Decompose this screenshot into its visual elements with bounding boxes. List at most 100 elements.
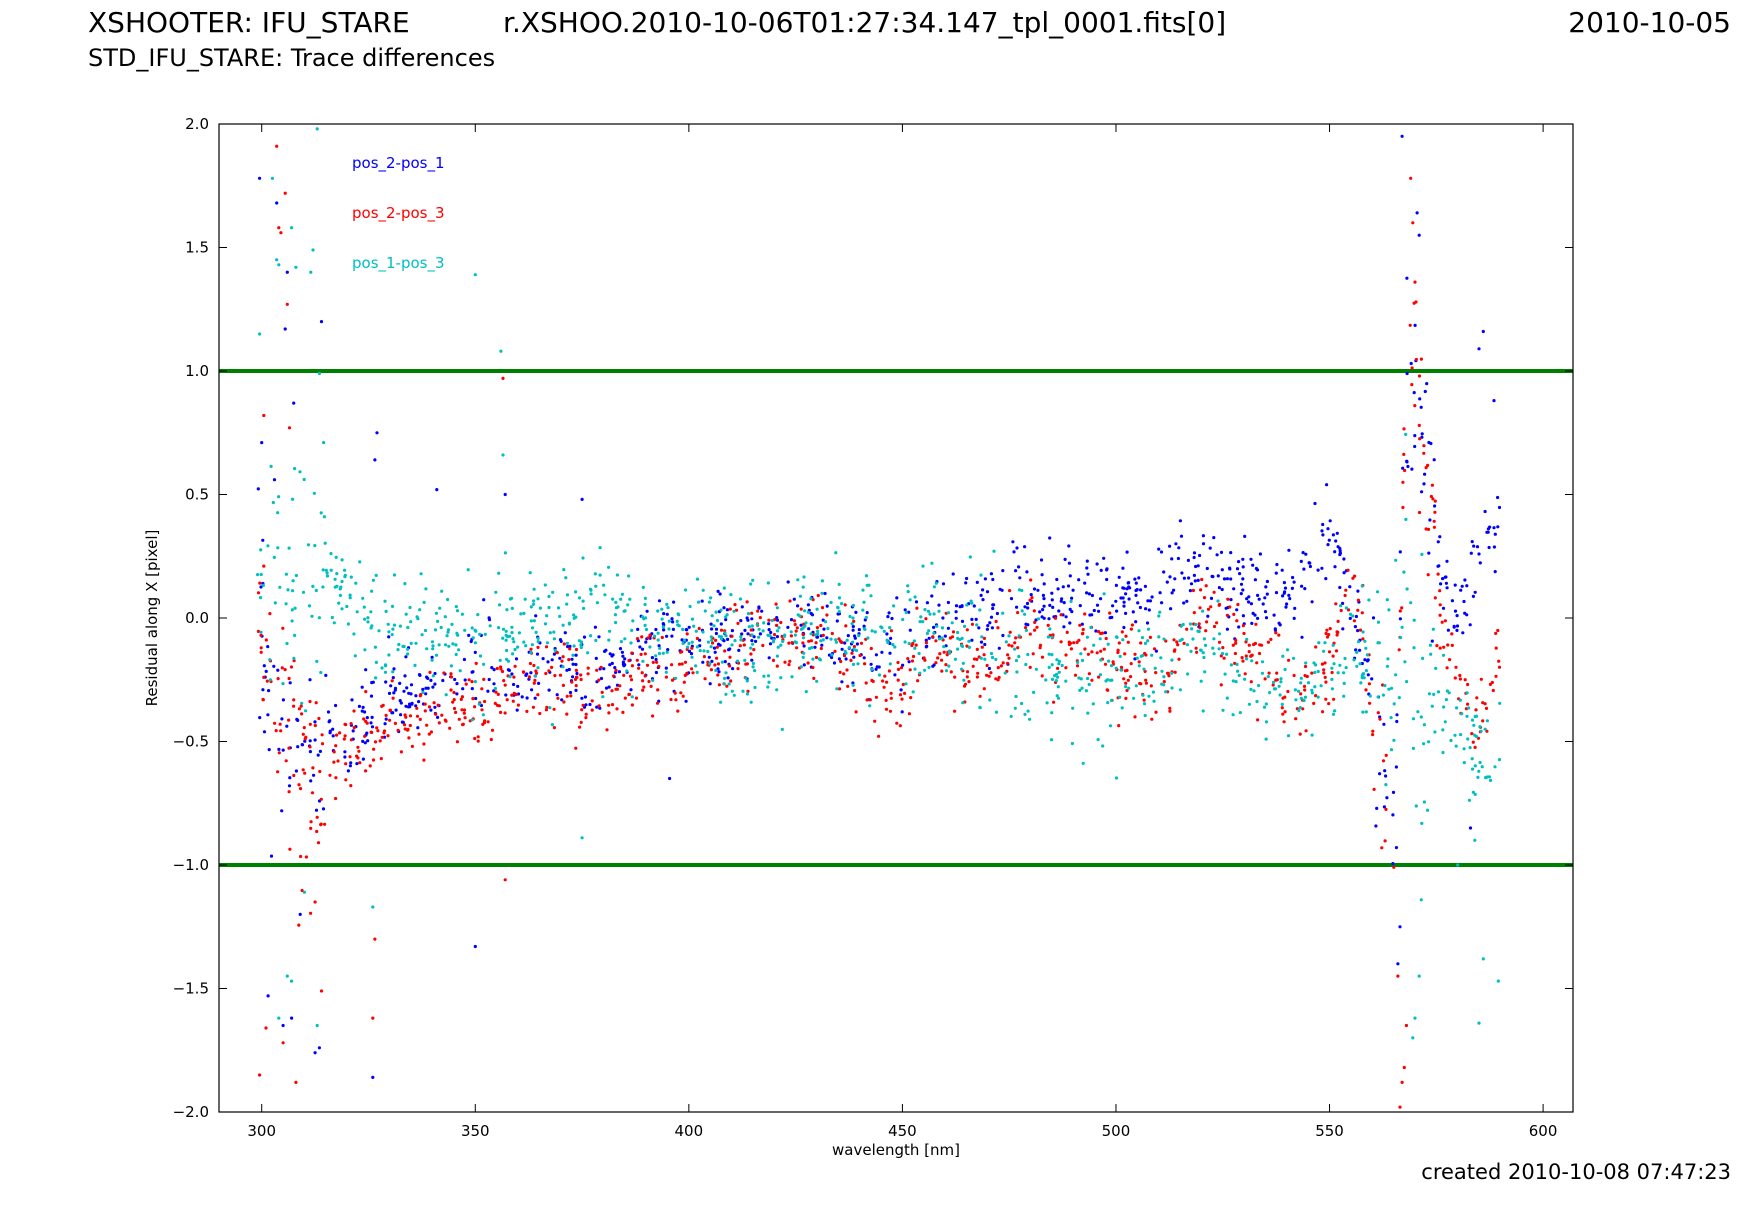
- data-point: [550, 658, 554, 662]
- data-point: [391, 676, 395, 680]
- legend-entry: pos_2-pos_1: [352, 154, 445, 173]
- data-point: [688, 604, 692, 609]
- data-point: [1303, 695, 1307, 699]
- data-point: [679, 650, 683, 654]
- data-point: [507, 668, 511, 673]
- data-point: [547, 688, 551, 692]
- data-point: [1496, 525, 1500, 529]
- data-point: [1344, 588, 1348, 592]
- data-point: [985, 673, 989, 677]
- data-point: [1397, 696, 1401, 700]
- data-point: [371, 1075, 375, 1079]
- data-point: [1351, 576, 1355, 580]
- data-point: [1116, 648, 1120, 652]
- data-point: [900, 697, 904, 701]
- data-point: [1170, 671, 1174, 675]
- data-point: [1009, 597, 1014, 601]
- data-point: [503, 878, 507, 882]
- data-point: [799, 665, 803, 669]
- data-point: [863, 627, 867, 632]
- data-point: [1143, 641, 1148, 646]
- data-point: [767, 618, 771, 622]
- data-point: [437, 643, 441, 647]
- data-point: [574, 688, 578, 693]
- data-point: [400, 720, 404, 724]
- data-point: [877, 665, 881, 669]
- data-point: [1403, 468, 1407, 473]
- data-point: [1386, 657, 1390, 661]
- data-point: [851, 628, 855, 632]
- data-point: [1310, 671, 1314, 675]
- data-point: [1404, 1023, 1408, 1028]
- data-point: [1059, 613, 1063, 617]
- data-point: [1160, 669, 1164, 673]
- data-point: [1282, 591, 1286, 595]
- data-point: [912, 639, 917, 643]
- data-point: [638, 645, 642, 649]
- data-point: [840, 647, 844, 651]
- data-point: [473, 273, 477, 277]
- data-point: [670, 617, 674, 621]
- data-point: [340, 607, 344, 611]
- data-point: [430, 658, 434, 662]
- data-point: [350, 698, 354, 702]
- data-point: [449, 675, 454, 679]
- data-point: [610, 689, 614, 693]
- data-point: [329, 552, 333, 556]
- data-point: [363, 741, 367, 745]
- data-point: [813, 645, 817, 649]
- data-point: [935, 624, 939, 628]
- data-point: [1477, 769, 1481, 773]
- data-point: [1133, 715, 1137, 719]
- data-point: [1348, 585, 1352, 589]
- data-point: [1382, 722, 1386, 726]
- data-point: [413, 663, 417, 668]
- data-point: [1332, 662, 1336, 666]
- data-point: [637, 666, 641, 670]
- data-point: [1384, 774, 1388, 778]
- data-point: [1381, 759, 1386, 763]
- data-point: [657, 599, 662, 603]
- data-point: [318, 769, 322, 774]
- data-point: [771, 658, 776, 663]
- data-point: [403, 582, 407, 586]
- data-point: [1212, 536, 1216, 540]
- data-point: [1438, 646, 1442, 650]
- data-point: [628, 674, 633, 678]
- data-point: [275, 144, 279, 148]
- data-point: [1413, 444, 1417, 449]
- data-point: [258, 176, 262, 180]
- data-point: [1067, 561, 1071, 565]
- data-point: [1283, 586, 1288, 590]
- data-point: [1196, 564, 1200, 568]
- data-point: [314, 588, 318, 593]
- data-point: [1433, 596, 1437, 600]
- data-point: [614, 606, 619, 610]
- data-point: [324, 568, 328, 572]
- data-point: [454, 605, 458, 609]
- data-point: [276, 668, 280, 672]
- data-point: [1241, 577, 1245, 581]
- data-point: [1343, 656, 1347, 661]
- data-point: [1057, 659, 1061, 664]
- data-point: [1454, 744, 1458, 748]
- data-point: [1458, 673, 1462, 678]
- data-point: [331, 734, 335, 738]
- data-point: [1197, 629, 1201, 634]
- data-point: [1331, 712, 1336, 716]
- data-point: [1306, 681, 1311, 685]
- data-point: [811, 657, 815, 661]
- data-point: [1102, 592, 1106, 596]
- data-point: [579, 673, 583, 677]
- data-point: [566, 645, 570, 649]
- data-point: [899, 688, 903, 692]
- data-point: [614, 687, 618, 691]
- data-point: [338, 593, 342, 598]
- data-point: [1031, 652, 1035, 656]
- data-point: [426, 686, 430, 690]
- data-point: [1341, 627, 1345, 631]
- data-point: [623, 657, 627, 661]
- data-point: [1432, 692, 1436, 697]
- data-point: [801, 585, 805, 589]
- data-point: [874, 653, 879, 657]
